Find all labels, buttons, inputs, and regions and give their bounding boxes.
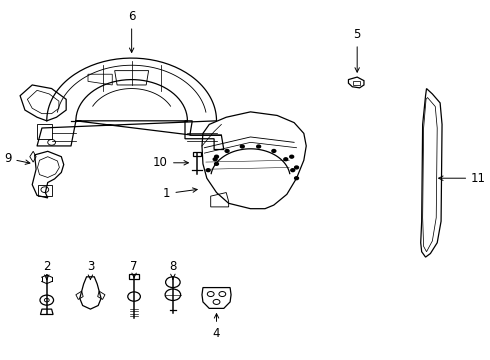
Circle shape [294,177,298,180]
Circle shape [225,149,229,152]
Text: 10: 10 [153,156,188,169]
Text: 5: 5 [353,28,361,72]
Circle shape [213,158,217,161]
Circle shape [284,158,288,161]
Text: 7: 7 [130,260,138,278]
Circle shape [290,155,294,158]
Circle shape [215,155,219,158]
Circle shape [294,166,298,169]
Text: 11: 11 [439,172,486,185]
Circle shape [272,149,276,152]
Circle shape [215,162,219,165]
Text: 9: 9 [4,152,30,165]
Text: 6: 6 [128,10,135,53]
Circle shape [206,169,210,172]
Text: 8: 8 [169,260,176,279]
Text: 1: 1 [163,187,197,200]
Text: 3: 3 [87,260,94,279]
Circle shape [291,169,294,172]
Text: 2: 2 [43,260,50,279]
Text: 4: 4 [213,314,220,340]
Circle shape [241,145,244,148]
Circle shape [257,145,261,148]
